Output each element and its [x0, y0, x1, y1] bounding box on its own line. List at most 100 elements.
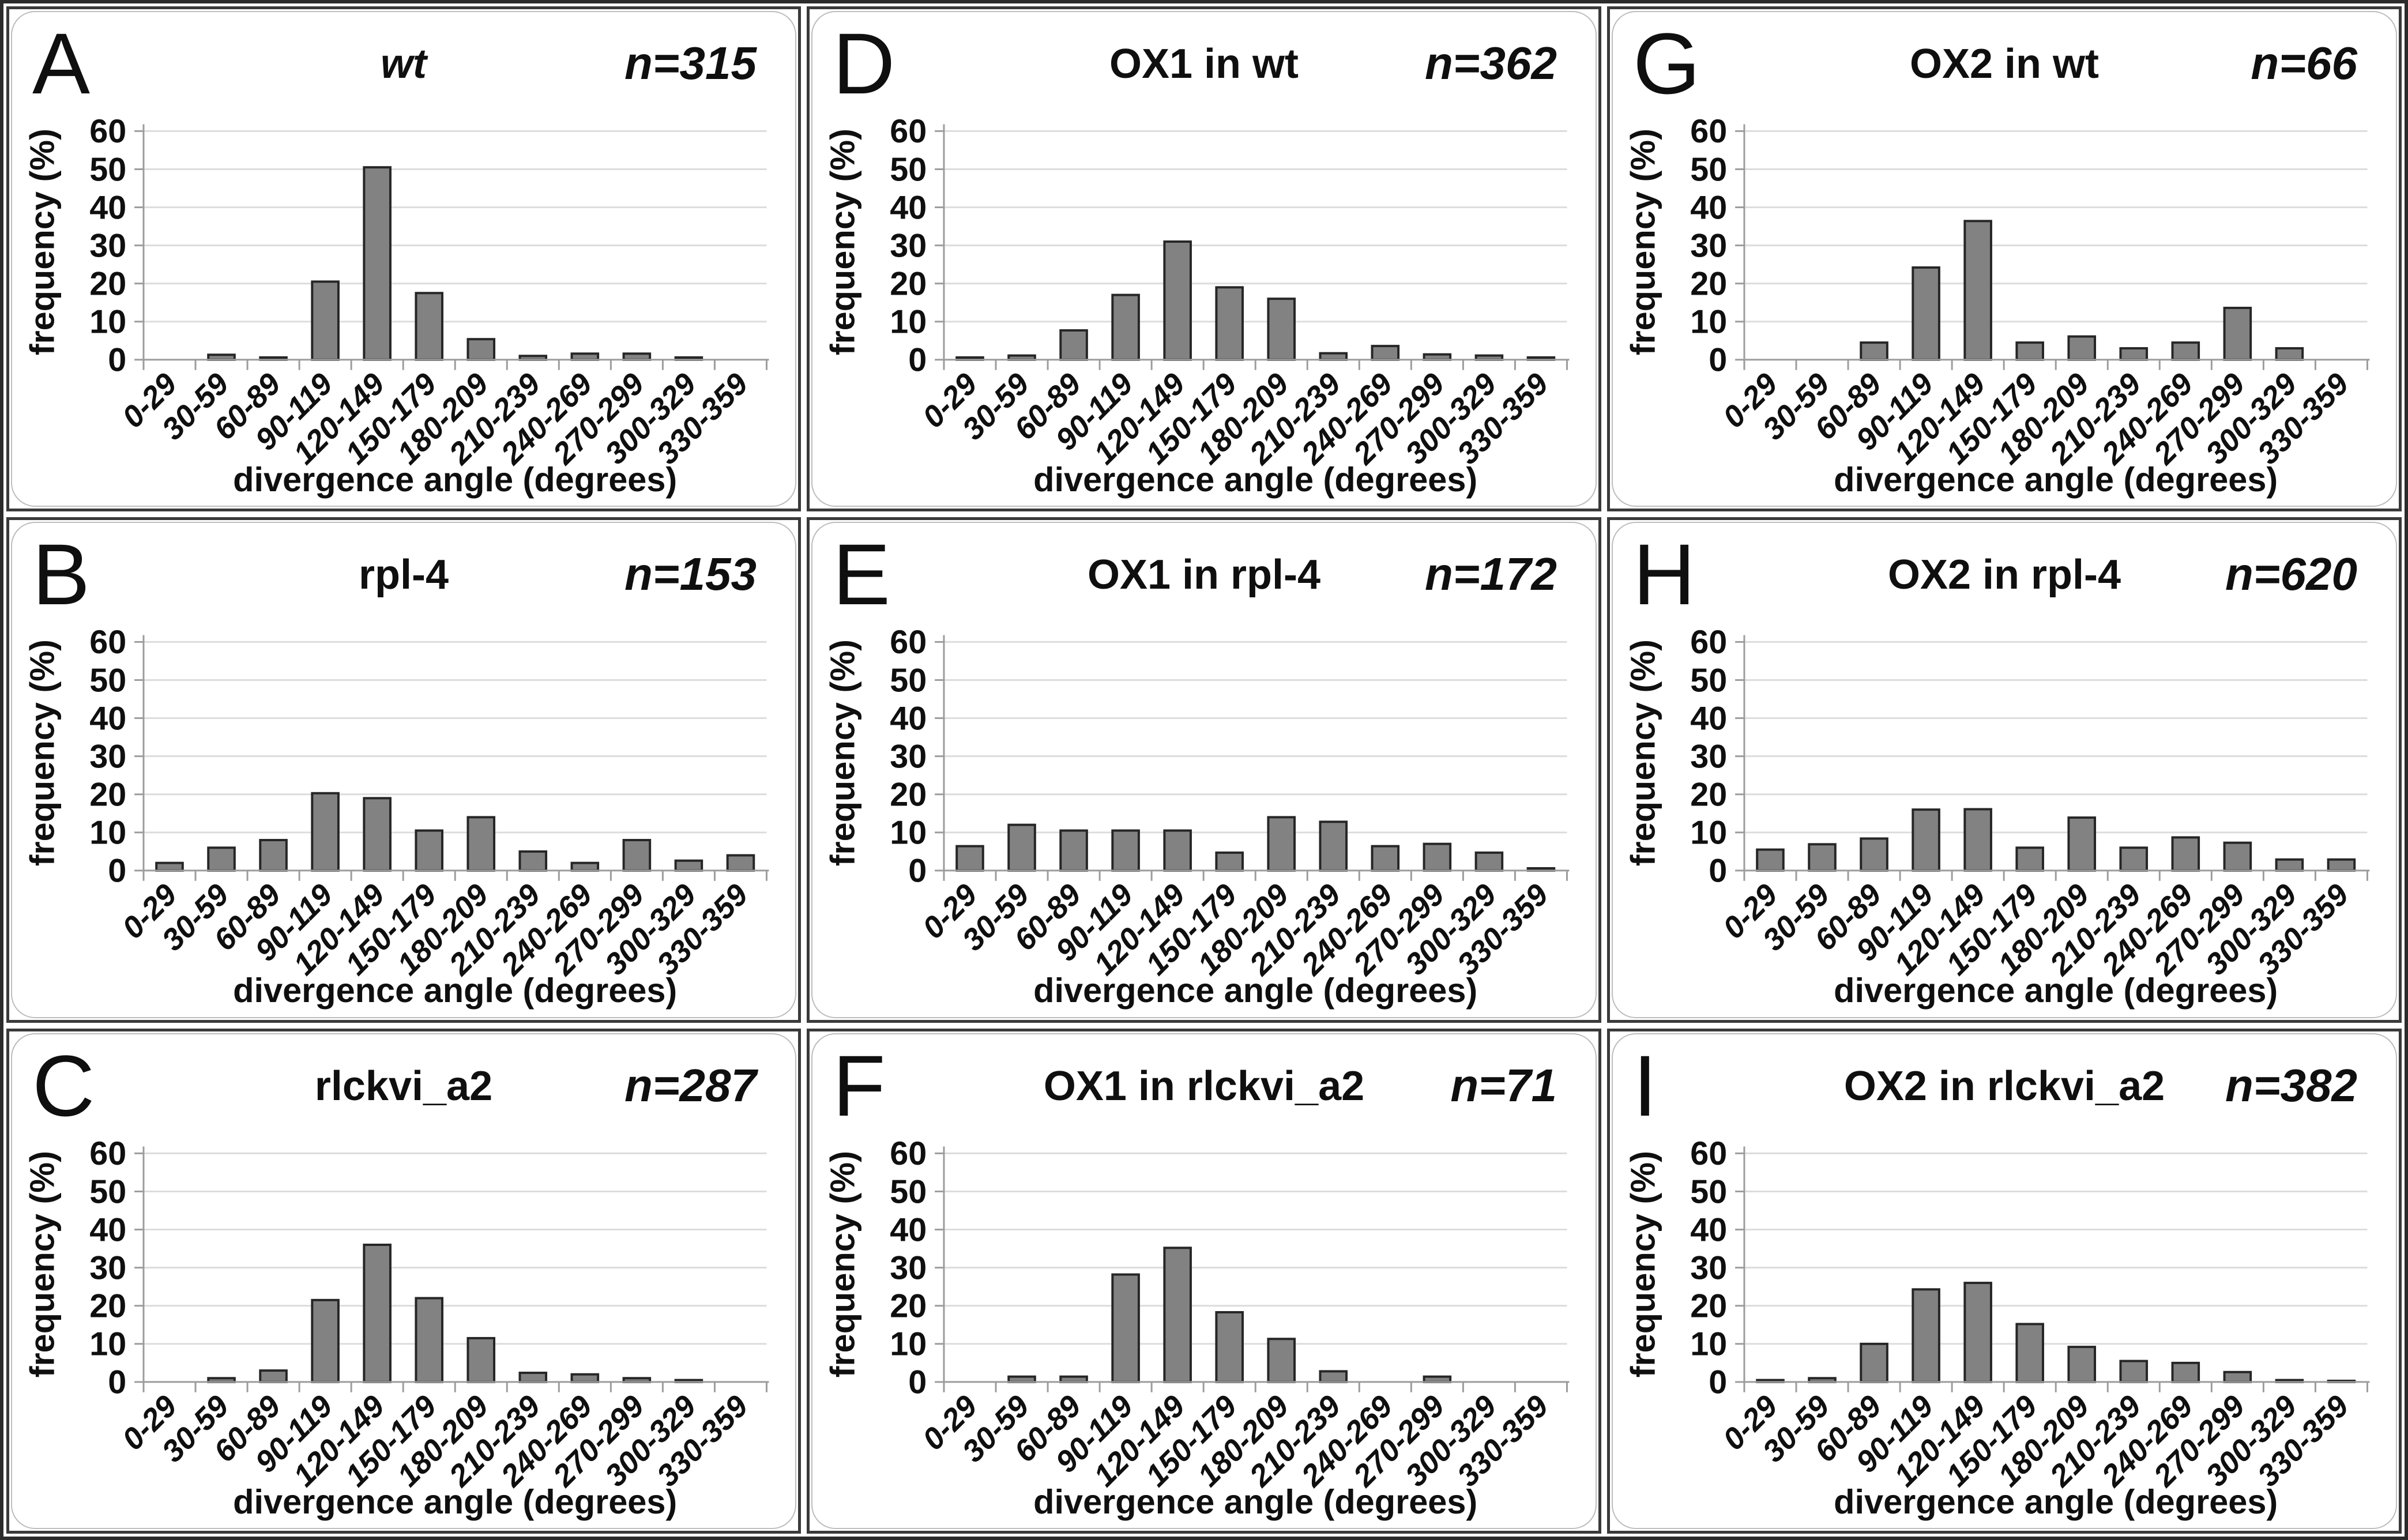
bar: [1474, 852, 1504, 872]
bar: [1963, 220, 1992, 361]
y-tick-label: 60: [89, 113, 126, 150]
bar-chart: 01020304050600-2930-5960-8990-119120-149…: [22, 113, 769, 499]
gridlines: [1744, 1152, 2368, 1345]
bar: [2067, 335, 2097, 361]
y-tick-label: 50: [890, 1173, 927, 1210]
bar: [415, 829, 443, 872]
bar: [2119, 1360, 2149, 1383]
bar-chart: 01020304050600-2930-5960-8990-119120-149…: [823, 1135, 1570, 1521]
y-tick-label: 30: [890, 227, 927, 264]
bar: [1860, 837, 1888, 872]
y-tick-label: 0: [108, 853, 126, 890]
y-tick-label: 10: [1690, 815, 1727, 852]
panel-letter: G: [1633, 15, 1700, 112]
bar: [415, 292, 443, 361]
panel-letter: D: [833, 15, 896, 112]
chart-panel: I OX2 in rlckvi_a2 n=382 0 10 20 30 40 50 60 0-…: [1607, 1028, 2402, 1534]
x-tick-labels: 0-2930-5960-8990-119120-149150-179180-20…: [916, 878, 1555, 982]
y-tick-label: 20: [89, 266, 126, 303]
y-tick-label: 10: [890, 1326, 927, 1362]
bar: [1215, 286, 1244, 361]
sample-size-label: n=172: [1424, 548, 1557, 600]
y-tick-label: 0: [1709, 853, 1727, 890]
y-tick-label: 40: [89, 1211, 126, 1248]
bar-chart: 01020304050600-2930-5960-8990-119120-149…: [823, 624, 1570, 1010]
y-tick-label: 30: [1690, 227, 1727, 264]
bars: [1860, 220, 2304, 361]
y-tick-label: 40: [89, 189, 126, 226]
y-tick-label: 20: [89, 1287, 126, 1324]
chart-panel: H OX2 in rpl-4 n=620 0 10 20 30 40 50 60 0-29 30…: [1607, 517, 2402, 1023]
bar: [415, 1297, 443, 1383]
bar: [570, 352, 600, 361]
bar: [1912, 1287, 1940, 1383]
bar-chart: 01020304050600-2930-5960-8990-119120-149…: [1623, 624, 2370, 1010]
bar: [466, 816, 496, 872]
bars: [1756, 1281, 2356, 1383]
bar: [1963, 1281, 1992, 1383]
y-tick-label: 30: [1690, 739, 1727, 775]
bar-chart: 01020304050600-2930-5960-8990-119120-149…: [22, 1135, 769, 1521]
x-tick-labels: 0-2930-5960-8990-119120-149150-179180-20…: [116, 1389, 755, 1493]
bar: [1319, 1370, 1348, 1383]
bar: [311, 280, 340, 361]
bar: [674, 860, 703, 872]
bar: [518, 850, 548, 872]
y-tick-label: 40: [890, 701, 927, 737]
bar: [1963, 808, 1992, 872]
x-axis-title: divergence angle (degrees): [1033, 1482, 1477, 1521]
y-tick-label: 0: [908, 342, 927, 379]
x-axis-title: divergence angle (degrees): [1033, 971, 1477, 1010]
panel-letter: C: [32, 1037, 95, 1134]
y-tick-label: 20: [1690, 266, 1727, 303]
y-tick-label: 10: [1690, 304, 1727, 341]
y-axis-title: frequency (%): [22, 129, 61, 355]
x-tick-labels: 0-2930-5960-8990-119120-149150-179180-20…: [1717, 878, 2356, 982]
y-tick-label: 50: [1690, 151, 1727, 188]
bar: [1111, 1273, 1140, 1383]
bar: [1371, 845, 1400, 872]
y-tick-label: 50: [1690, 1173, 1727, 1210]
x-tick-labels: 0-2930-5960-8990-119120-149150-179180-20…: [116, 878, 755, 982]
bar: [1163, 1246, 1192, 1383]
y-tick-label: 40: [1690, 1211, 1727, 1248]
chart-panel: B rpl-4 n=153 0 10 20 30 40 50 60 0-29 30-59 60-8…: [6, 517, 801, 1023]
bar: [1912, 266, 1940, 361]
y-tick-label: 10: [890, 815, 927, 852]
panel-letter: E: [833, 526, 891, 623]
bars: [955, 240, 1556, 361]
bar: [363, 797, 392, 872]
sample-size-label: n=66: [2251, 37, 2357, 89]
y-tick-label: 60: [89, 624, 126, 661]
y-tick-label: 40: [1690, 701, 1727, 737]
y-tick-label: 50: [890, 151, 927, 188]
axes: [1735, 1146, 2370, 1392]
bar: [2067, 1345, 2097, 1383]
bar: [1756, 848, 1785, 872]
y-tick-label: 20: [890, 266, 927, 303]
sample-size-label: n=287: [624, 1059, 757, 1111]
y-tick-label: 10: [1690, 1326, 1727, 1362]
y-tick-label: 10: [890, 304, 927, 341]
gridlines: [943, 1152, 1567, 1345]
panel-letter: H: [1633, 526, 1696, 623]
y-axis-title: frequency (%): [1623, 129, 1662, 355]
gridlines: [943, 641, 1567, 834]
y-tick-label: 60: [890, 113, 927, 150]
bar: [1808, 843, 1837, 872]
axes: [935, 124, 1570, 370]
panel-letter: A: [32, 15, 91, 112]
y-tick-label: 30: [890, 739, 927, 775]
bar: [311, 1298, 340, 1383]
x-axis-title: divergence angle (degrees): [233, 1482, 677, 1521]
bars: [155, 792, 755, 872]
bar: [1319, 820, 1348, 872]
bar-chart: 01020304050600-2930-5960-8990-119120-149…: [823, 113, 1570, 499]
y-tick-label: 10: [89, 304, 126, 341]
sample-size-label: n=315: [624, 37, 757, 89]
x-axis-title: divergence angle (degrees): [1834, 971, 2278, 1010]
bar: [1423, 842, 1452, 872]
